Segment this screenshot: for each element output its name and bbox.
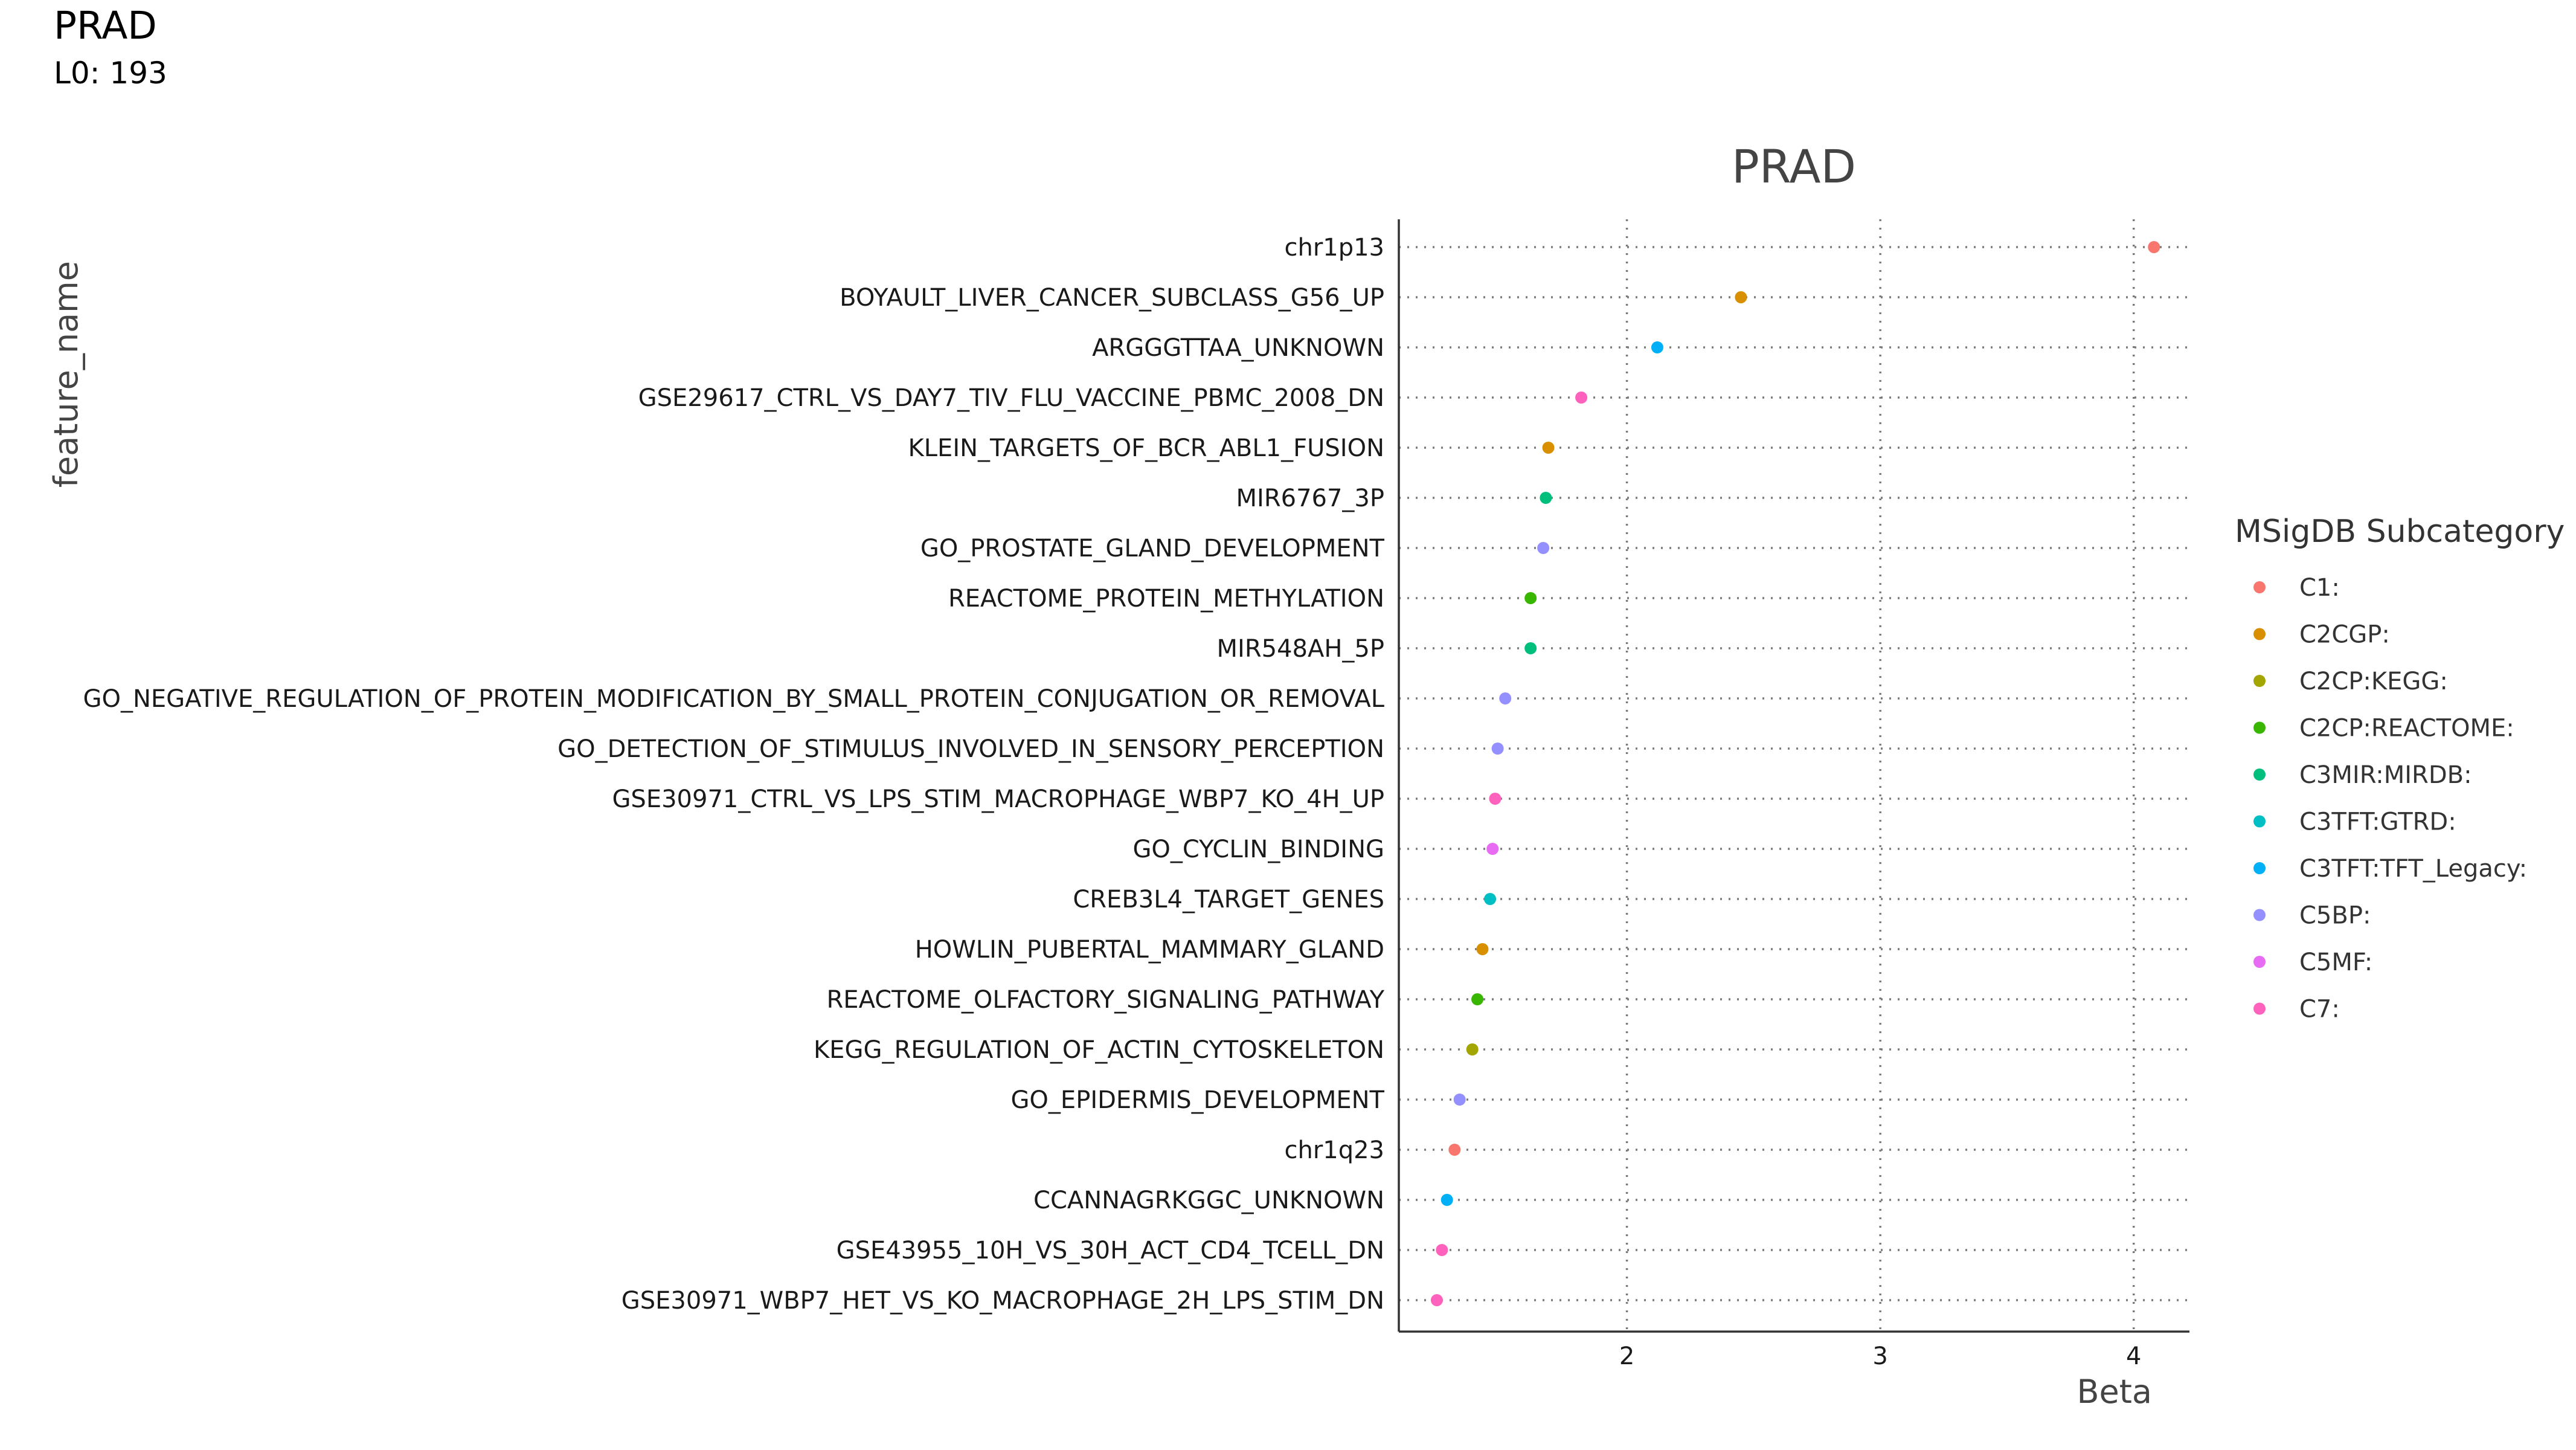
- legend-key: [2253, 768, 2266, 781]
- data-point: [1436, 1244, 1448, 1256]
- legend-label: C5BP:: [2299, 902, 2371, 930]
- data-point: [1476, 943, 1489, 955]
- y-tick-label: chr1p13: [1284, 234, 1384, 262]
- y-tick-label: CREB3L4_TARGET_GENES: [1073, 886, 1384, 914]
- legend-label: C2CP:KEGG:: [2299, 668, 2448, 695]
- y-tick-label: chr1q23: [1284, 1136, 1384, 1164]
- y-axis-tick-labels: chr1p13 BOYAULT_LIVER_CANCER_SUBCLASS_G56…: [83, 234, 1384, 1315]
- y-tick-label: GSE30971_WBP7_HET_VS_KO_MACROPHAGE_2H_LP…: [622, 1287, 1384, 1315]
- x-tick-label: 2: [1619, 1342, 1634, 1370]
- y-tick-label: MIR6767_3P: [1236, 485, 1384, 512]
- data-point: [1441, 1194, 1453, 1206]
- legend-key: [2253, 581, 2266, 593]
- y-tick-label: GSE29617_CTRL_VS_DAY7_TIV_FLU_VACCINE_PB…: [638, 384, 1384, 412]
- data-point: [1466, 1043, 1479, 1055]
- legend-key: [2253, 956, 2266, 968]
- x-tick-label: 3: [1872, 1342, 1887, 1370]
- y-tick-label: GO_DETECTION_OF_STIMULUS_INVOLVED_IN_SEN…: [557, 735, 1384, 763]
- data-point: [1651, 341, 1663, 353]
- y-tick-label: GO_EPIDERMIS_DEVELOPMENT: [1010, 1086, 1384, 1114]
- legend-label: C3TFT:TFT_Legacy:: [2299, 855, 2527, 883]
- data-point: [1575, 392, 1588, 404]
- legend-label: C3TFT:GTRD:: [2299, 808, 2456, 836]
- legend-label: C7:: [2299, 996, 2340, 1023]
- legend: MSigDB Subcategory C1: C2CGP: C2CP:KEGG: C2…: [2235, 514, 2565, 1023]
- data-point: [1524, 592, 1537, 604]
- data-point: [1489, 793, 1502, 805]
- x-tick-label: 4: [2126, 1342, 2141, 1370]
- data-point: [1486, 843, 1499, 855]
- page-title: PRAD: [54, 4, 157, 48]
- legend-title: MSigDB Subcategory: [2235, 514, 2565, 550]
- data-point: [1524, 642, 1537, 654]
- data-point: [1537, 542, 1550, 554]
- legend-key: [2253, 628, 2266, 640]
- data-point: [1471, 993, 1484, 1005]
- data-point: [1430, 1294, 1443, 1306]
- legend-label: C3MIR:MIRDB:: [2299, 761, 2472, 789]
- grid: [1399, 219, 2189, 1332]
- data-point: [1448, 1144, 1461, 1156]
- legend-label: C2CP:REACTOME:: [2299, 715, 2514, 743]
- y-tick-label: GO_NEGATIVE_REGULATION_OF_PROTEIN_MODIFI…: [83, 685, 1384, 713]
- y-tick-label: HOWLIN_PUBERTAL_MAMMARY_GLAND: [915, 936, 1384, 964]
- data-point: [1540, 492, 1552, 504]
- y-tick-label: GO_CYCLIN_BINDING: [1132, 836, 1384, 863]
- y-tick-label: MIR548AH_5P: [1217, 635, 1384, 663]
- legend-label: C2CGP:: [2299, 621, 2390, 649]
- data-points: [1430, 241, 2160, 1306]
- y-tick-label: REACTOME_PROTEIN_METHYLATION: [948, 585, 1384, 613]
- y-tick-label: ARGGGTTAA_UNKNOWN: [1092, 334, 1384, 362]
- y-axis-title: feature_name: [47, 261, 85, 488]
- x-axis-tick-labels: 2 3 4: [1619, 1342, 2142, 1370]
- legend-key: [2253, 909, 2266, 921]
- y-tick-label: CCANNAGRKGGC_UNKNOWN: [1033, 1187, 1384, 1214]
- y-tick-label: GO_PROSTATE_GLAND_DEVELOPMENT: [920, 535, 1385, 562]
- x-axis-title: Beta: [2077, 1373, 2152, 1411]
- page-subtitle: L0: 193: [54, 56, 167, 91]
- legend-key: [2253, 815, 2266, 828]
- y-tick-label: GSE30971_CTRL_VS_LPS_STIM_MACROPHAGE_WBP…: [612, 785, 1384, 813]
- data-point: [1491, 743, 1504, 755]
- data-point: [1484, 893, 1497, 905]
- y-tick-label: BOYAULT_LIVER_CANCER_SUBCLASS_G56_UP: [840, 284, 1384, 312]
- legend-key: [2253, 721, 2266, 734]
- legend-key: [2253, 862, 2266, 874]
- legend-label: C1:: [2299, 574, 2340, 602]
- y-tick-label: REACTOME_OLFACTORY_SIGNALING_PATHWAY: [827, 986, 1385, 1014]
- legend-key: [2253, 1002, 2266, 1015]
- y-tick-label: GSE43955_10H_VS_30H_ACT_CD4_TCELL_DN: [837, 1237, 1384, 1265]
- legend-key: [2253, 675, 2266, 687]
- legend-label: C5MF:: [2299, 949, 2372, 976]
- data-point: [1542, 442, 1555, 454]
- data-point: [1453, 1094, 1466, 1106]
- data-point: [2148, 241, 2160, 253]
- y-tick-label: KEGG_REGULATION_OF_ACTIN_CYTOSKELETON: [814, 1036, 1384, 1064]
- chart-title: PRAD: [1732, 140, 1856, 193]
- data-point: [1499, 692, 1512, 704]
- y-tick-label: KLEIN_TARGETS_OF_BCR_ABL1_FUSION: [908, 434, 1384, 462]
- data-point: [1735, 291, 1747, 303]
- axes: [1398, 219, 2189, 1333]
